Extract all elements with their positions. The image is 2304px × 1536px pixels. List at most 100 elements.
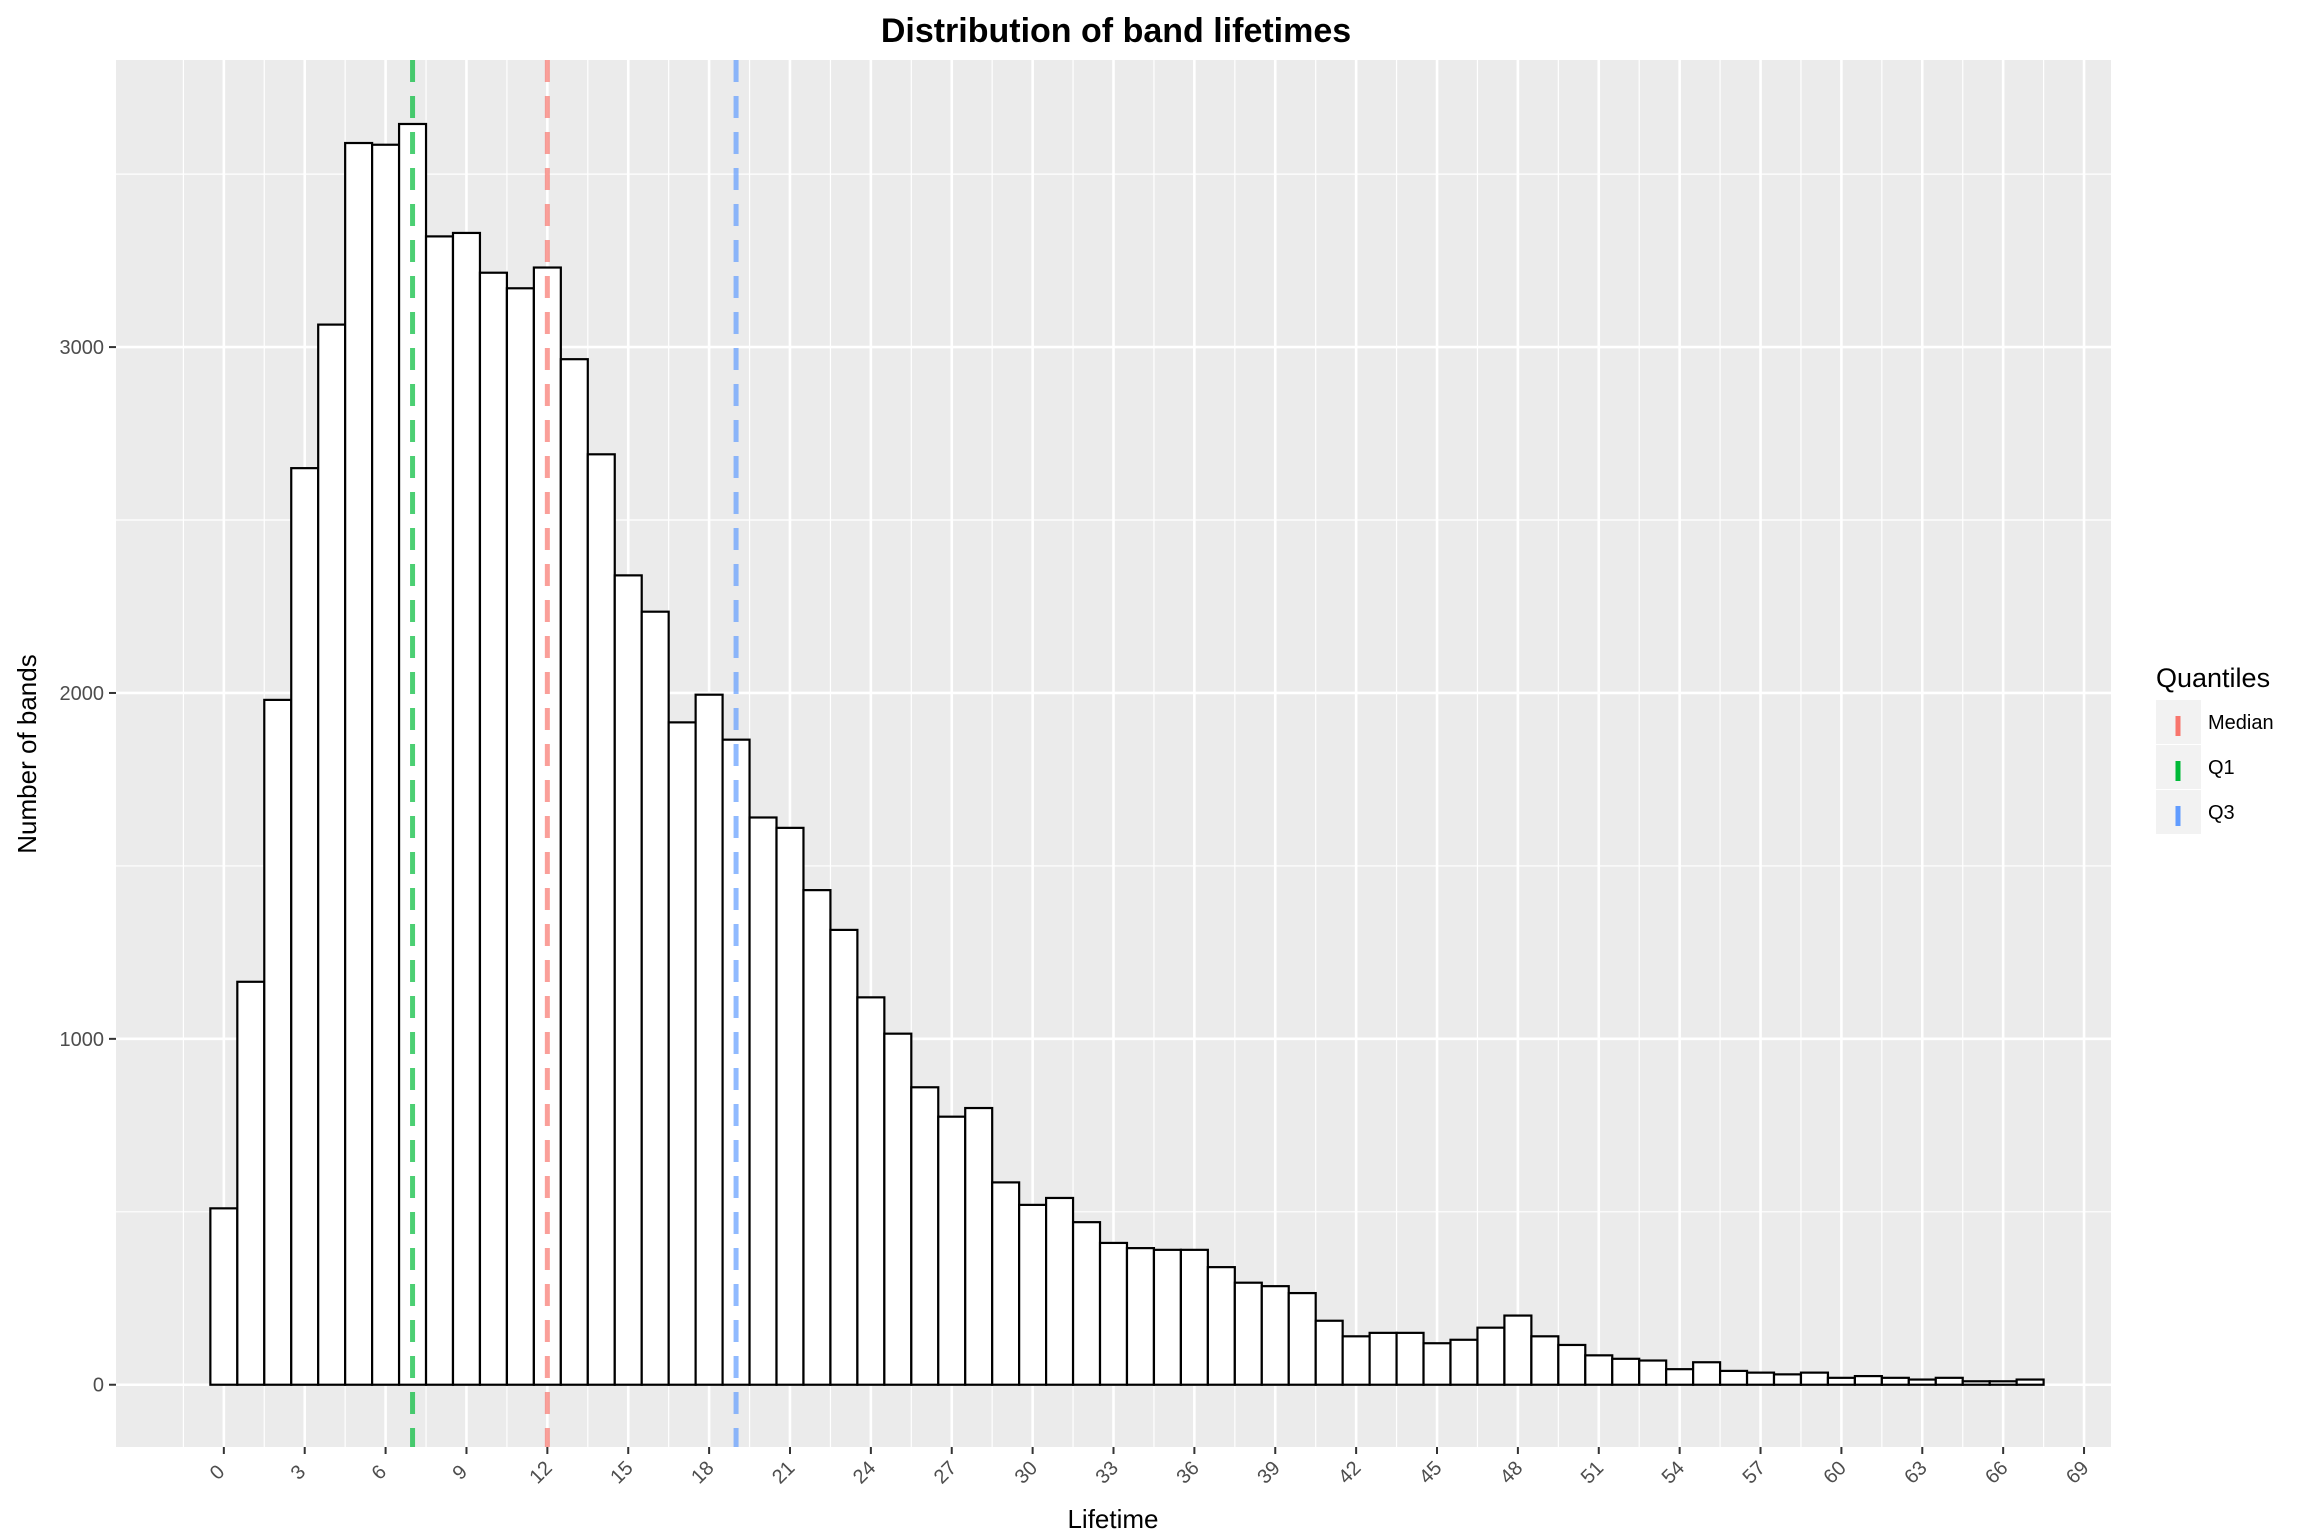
histogram-bar	[883, 1032, 913, 1386]
histogram-bar	[1718, 1369, 1749, 1386]
histogram-bar	[1368, 1331, 1398, 1386]
histogram-bar	[344, 141, 374, 1386]
histogram-bar	[721, 738, 751, 1386]
histogram-bar	[2015, 1378, 2045, 1386]
histogram-bar	[1233, 1281, 1263, 1386]
histogram-bar	[991, 1181, 1021, 1386]
histogram-bar	[1934, 1376, 1964, 1386]
histogram-bar	[775, 826, 805, 1386]
histogram-bar	[1961, 1380, 1991, 1386]
y-tick-label: 3000	[60, 337, 105, 359]
legend-label-median: Median	[2208, 712, 2274, 734]
histogram-bar	[1287, 1291, 1317, 1386]
histogram-bar	[1179, 1248, 1209, 1386]
histogram-bar	[371, 143, 401, 1386]
histogram-bar	[937, 1115, 967, 1386]
x-tick-label: 63	[1900, 1457, 1931, 1488]
x-tick-label: 30	[1011, 1457, 1042, 1488]
x-tick-label: 42	[1334, 1457, 1365, 1488]
histogram-bar	[451, 231, 482, 1386]
histogram-bar	[1907, 1378, 1937, 1386]
y-axis-ticks: 0 1000 2000 3000	[60, 337, 116, 1397]
histogram-bar	[1125, 1247, 1156, 1386]
x-axis-ticks: 0 3 6 9 12 15 18 21 24 27 30 33 36 39 42 45 48 51 54 57 60 63…	[206, 1447, 2093, 1488]
histogram-bar	[829, 928, 859, 1386]
histogram-bar	[1045, 1196, 1075, 1386]
x-tick-label: 15	[606, 1457, 637, 1488]
x-axis-label: Lifetime	[1067, 1504, 1158, 1534]
histogram-bar	[559, 358, 589, 1386]
histogram-bar	[1853, 1374, 1883, 1386]
histogram-bar	[1557, 1343, 1587, 1386]
histogram-bar	[1665, 1368, 1695, 1386]
histogram-bar	[1772, 1373, 1803, 1386]
x-tick-label: 33	[1092, 1457, 1123, 1488]
quantile-lines	[410, 60, 739, 1447]
legend: Quantiles Median Q1 Q3	[2156, 663, 2274, 834]
x-tick-label: 18	[687, 1457, 718, 1488]
histogram-bar	[478, 271, 509, 1386]
legend-label-q3: Q3	[2208, 802, 2235, 824]
histogram-bar	[1206, 1266, 1236, 1386]
x-tick-label: 9	[449, 1461, 472, 1484]
histogram-bar	[1638, 1359, 1668, 1386]
histogram-bar	[424, 235, 455, 1386]
histogram-bar	[1880, 1376, 1910, 1386]
histogram-bar	[613, 574, 643, 1386]
histogram-bar	[1826, 1376, 1856, 1386]
legend-label-q1: Q1	[2208, 757, 2235, 779]
x-tick-label: 36	[1172, 1457, 1203, 1488]
x-tick-label: 24	[849, 1457, 880, 1488]
histogram-bar	[1098, 1241, 1129, 1386]
x-tick-label: 57	[1739, 1457, 1770, 1488]
histogram-bars	[209, 122, 2045, 1386]
x-tick-label: 69	[2062, 1457, 2093, 1488]
legend-title: Quantiles	[2156, 663, 2270, 693]
histogram-bar	[640, 610, 670, 1386]
x-tick-label: 60	[1820, 1457, 1851, 1488]
histogram-bar	[748, 816, 778, 1386]
x-tick-label: 27	[930, 1457, 961, 1488]
x-tick-label: 66	[1981, 1457, 2012, 1488]
y-axis-label: Number of bands	[12, 654, 42, 853]
histogram-bar	[1071, 1221, 1102, 1386]
histogram-bar	[1692, 1361, 1722, 1386]
histogram-bar	[1745, 1371, 1776, 1386]
histogram-bar	[1341, 1335, 1371, 1386]
histogram-bar	[802, 889, 832, 1386]
histogram-bar	[1449, 1338, 1479, 1386]
histogram-bar	[1314, 1319, 1344, 1386]
histogram-bar	[910, 1086, 940, 1386]
histogram-bar	[1018, 1203, 1048, 1386]
histogram-bar	[856, 996, 886, 1386]
histogram-bar	[1152, 1248, 1182, 1386]
histogram-bar	[290, 467, 320, 1386]
histogram-bar	[1395, 1331, 1425, 1386]
y-tick-label: 2000	[60, 683, 105, 705]
histogram-bar	[1476, 1326, 1506, 1386]
x-tick-label: 12	[525, 1457, 556, 1488]
histogram-bar	[964, 1106, 994, 1386]
histogram-bar	[1503, 1314, 1533, 1386]
x-tick-label: 21	[768, 1457, 799, 1488]
x-tick-label: 54	[1658, 1457, 1689, 1488]
x-tick-label: 51	[1577, 1457, 1608, 1488]
histogram-bar	[236, 980, 266, 1386]
y-tick-label: 0	[93, 1375, 104, 1397]
histogram-bar	[1584, 1354, 1614, 1386]
histogram-bar	[1530, 1335, 1560, 1386]
histogram-bar	[1422, 1342, 1452, 1386]
x-tick-label: 45	[1415, 1457, 1446, 1488]
histogram-bar	[667, 721, 697, 1386]
histogram-bar	[263, 698, 293, 1386]
x-tick-label: 0	[206, 1461, 229, 1484]
histogram-bar	[586, 453, 616, 1386]
histogram-bar	[694, 693, 724, 1386]
x-tick-label: 39	[1253, 1457, 1284, 1488]
histogram-bar	[209, 1207, 239, 1386]
x-tick-label: 48	[1496, 1457, 1527, 1488]
chart-title: Distribution of band lifetimes	[881, 12, 1351, 50]
y-tick-label: 1000	[60, 1029, 105, 1051]
histogram-bar	[1611, 1357, 1641, 1386]
